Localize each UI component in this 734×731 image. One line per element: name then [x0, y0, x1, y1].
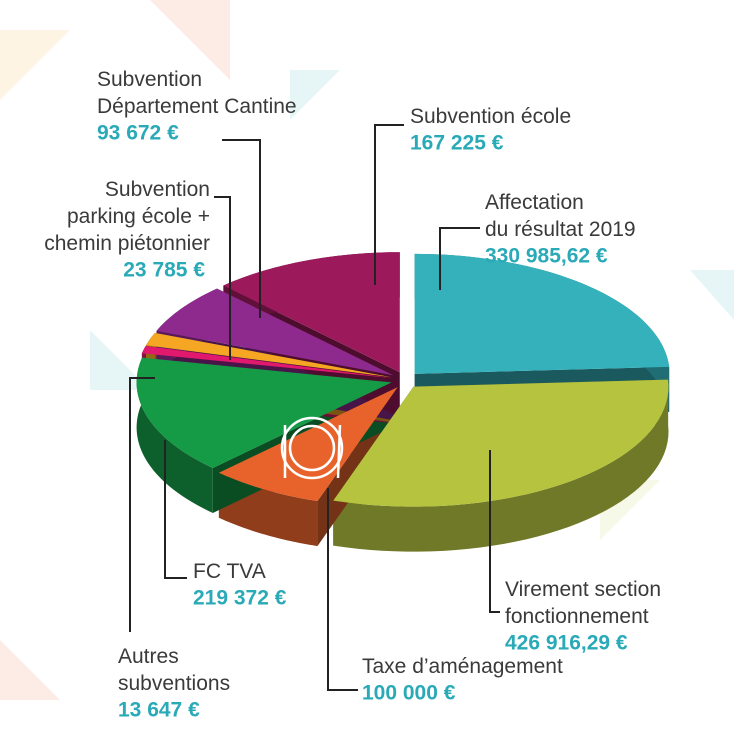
label-line: Taxe d’aménagement: [362, 655, 563, 678]
leader-line: [129, 377, 155, 632]
leader-line: [439, 227, 480, 290]
label-line: du résultat 2019: [485, 218, 636, 241]
label-line: Subvention: [97, 68, 202, 91]
value-label: 330 985,62 €: [485, 245, 608, 268]
value-label: 167 225 €: [410, 132, 504, 155]
slice: [333, 379, 669, 507]
label-line: Affectation: [485, 191, 584, 214]
slice-label: Autres subventions: [118, 645, 230, 695]
label-line: chemin piétonnier: [44, 232, 210, 255]
leader-line: [164, 440, 187, 579]
label-line: parking école +: [67, 205, 210, 228]
label-line: subventions: [118, 672, 230, 695]
leader-line: [374, 124, 404, 285]
pie-tops: [136, 252, 670, 507]
value-label: 426 916,29 €: [505, 632, 628, 655]
slice: [141, 345, 392, 379]
slice-label: Subvention école: [410, 105, 571, 128]
slice-label: Subvention Département Cantine: [97, 68, 297, 118]
value-label: 100 000 €: [362, 682, 456, 705]
slice: [146, 332, 392, 378]
label-line: Département Cantine: [97, 95, 297, 118]
slice-side: [333, 379, 669, 552]
slice: [223, 252, 400, 373]
slice-label: Affectation du résultat 2019: [485, 191, 636, 241]
label-line: FC TVA: [193, 560, 266, 583]
slice-label: Subvention parking école + chemin piétonni…: [44, 178, 210, 255]
leader-line: [222, 139, 261, 318]
label-line: Autres: [118, 645, 179, 668]
slice: [218, 387, 398, 502]
slice: [414, 253, 670, 374]
label-line: Subvention: [105, 178, 210, 201]
label-line: fonctionnement: [505, 605, 649, 628]
value-label: 219 372 €: [193, 587, 287, 610]
leader-line: [327, 488, 358, 691]
value-label: 23 785 €: [123, 259, 205, 282]
leader-line: [489, 450, 500, 613]
leader-line: [214, 196, 231, 360]
slice-label: FC TVA: [193, 560, 266, 583]
label-line: Subvention école: [410, 105, 571, 128]
slice: [156, 288, 394, 376]
slice-label: Virement section fonctionnement: [505, 578, 661, 628]
slice-side: [136, 357, 213, 513]
value-label: 93 672 €: [97, 122, 179, 145]
value-label: 13 647 €: [118, 699, 200, 722]
plate-icon: [280, 416, 344, 480]
labels: Affectation du résultat 2019 330 985,62 € V…: [44, 68, 661, 722]
label-line: Virement section: [505, 578, 661, 601]
slice: [136, 357, 392, 468]
slice-label: Taxe d’aménagement: [362, 655, 563, 678]
